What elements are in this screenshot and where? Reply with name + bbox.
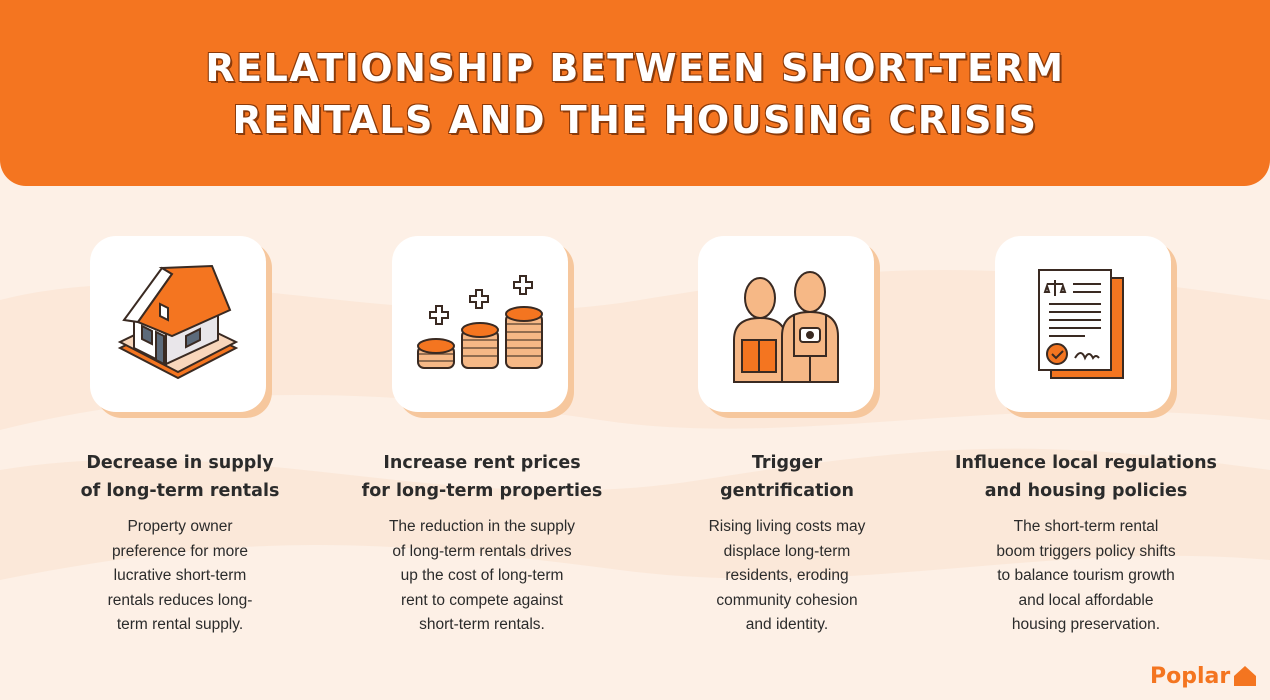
desc-line: to balance tourism growth xyxy=(997,567,1175,584)
header-banner: RELATIONSHIP BETWEEN SHORT-TERM RENTALS … xyxy=(0,0,1270,186)
desc-line: community cohesion xyxy=(716,591,858,609)
house-icon xyxy=(117,264,239,380)
title-line: Decrease in supply xyxy=(86,453,274,473)
logo-text: Poplar xyxy=(1150,663,1231,689)
desc-line: up the cost of long-term xyxy=(400,567,564,584)
desc-line: preference for more xyxy=(111,542,249,560)
desc-line: boom triggers policy shifts xyxy=(996,542,1176,560)
title-line: Influence local regulations xyxy=(955,453,1217,473)
icon-card-2 xyxy=(392,236,574,418)
desc-line: displace long-term xyxy=(723,542,851,560)
legal-document-icon xyxy=(1038,269,1124,379)
column-3-description: Rising living costs may displace long-te… xyxy=(667,515,907,638)
desc-line: of long-term rentals drives xyxy=(392,542,572,560)
column-4-title: Influence local regulations and housing … xyxy=(943,449,1229,505)
desc-line: residents, eroding xyxy=(725,567,849,584)
desc-line: rent to compete against xyxy=(401,591,563,609)
icon-card-4 xyxy=(995,236,1177,418)
column-1-description: Property owner preference for more lucra… xyxy=(60,515,300,638)
desc-line: and identity. xyxy=(745,616,829,633)
column-2-description: The reduction in the supply of long-term… xyxy=(352,515,612,638)
desc-line: and local affordable xyxy=(1018,591,1154,609)
icon-card-3 xyxy=(698,236,880,418)
title-line: Trigger xyxy=(751,453,823,473)
desc-line: Property owner xyxy=(127,518,233,535)
desc-line: Rising living costs may xyxy=(708,518,866,535)
column-1-title: Decrease in supply of long-term rentals xyxy=(60,449,300,505)
coin-stacks-icon xyxy=(417,275,543,369)
desc-line: The short-term rental xyxy=(1013,518,1159,535)
people-icon xyxy=(733,271,839,383)
poplar-logo: Poplar xyxy=(1150,660,1258,692)
title-line: Increase rent prices xyxy=(383,453,581,473)
desc-line: housing preservation. xyxy=(1011,616,1161,633)
title-line: and housing policies xyxy=(984,481,1188,501)
column-2-title: Increase rent prices for long-term prope… xyxy=(352,449,612,505)
column-3-title: Trigger gentrification xyxy=(667,449,907,505)
title-line-1: RELATIONSHIP BETWEEN SHORT-TERM xyxy=(205,46,1065,90)
desc-line: rentals reduces long- xyxy=(107,591,253,609)
desc-line: term rental supply. xyxy=(116,616,244,633)
page-title: RELATIONSHIP BETWEEN SHORT-TERM RENTALS … xyxy=(0,42,1270,146)
icon-card-1 xyxy=(90,236,272,418)
title-line-2: RENTALS AND THE HOUSING CRISIS xyxy=(232,98,1038,142)
title-line: gentrification xyxy=(720,481,854,501)
desc-line: short-term rentals. xyxy=(419,616,545,633)
desc-line: lucrative short-term xyxy=(113,567,247,584)
title-line: of long-term rentals xyxy=(80,481,280,501)
house-logo-icon xyxy=(1234,666,1257,686)
desc-line: The reduction in the supply xyxy=(388,518,576,535)
column-4-description: The short-term rental boom triggers poli… xyxy=(963,515,1209,638)
title-line: for long-term properties xyxy=(361,481,603,501)
